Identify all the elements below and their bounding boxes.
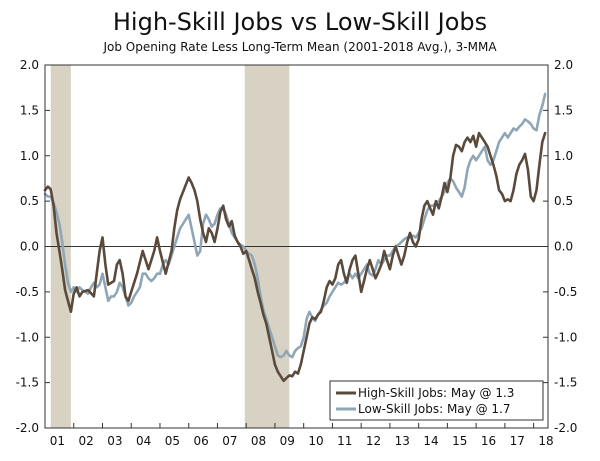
x-tick-label: 11	[337, 434, 352, 448]
legend: High-Skill Jobs: May @ 1.3 Low-Skill Jobs…	[329, 380, 544, 421]
x-tick-label: 01	[50, 434, 65, 448]
x-tick-label: 17	[510, 434, 525, 448]
series-line-low-skill	[43, 92, 547, 359]
y-tick-label-left: 0.0	[20, 240, 39, 254]
y-tick-label-right: 1.5	[554, 103, 573, 117]
x-tick-label: 07	[222, 434, 237, 448]
y-tick-label-left: 1.5	[20, 103, 39, 117]
x-tick-label: 13	[395, 434, 410, 448]
x-tick-label: 14	[423, 434, 438, 448]
x-tick-label: 16	[481, 434, 496, 448]
x-tick-label: 10	[308, 434, 323, 448]
y-tick-label-left: -0.5	[16, 285, 39, 299]
x-tick-label: 18	[538, 434, 553, 448]
x-tick-label: 04	[136, 434, 151, 448]
x-tick-label: 09	[280, 434, 295, 448]
y-tick-label-right: 2.0	[554, 58, 573, 72]
y-tick-label-right: 0.5	[554, 194, 573, 208]
y-tick-label-right: 1.0	[554, 149, 573, 163]
y-tick-label-right: 0.0	[554, 240, 573, 254]
x-tick-label: 05	[165, 434, 180, 448]
x-tick-label: 08	[251, 434, 266, 448]
series-line-high-skill	[43, 131, 547, 383]
chart-title: High-Skill Jobs vs Low-Skill Jobs	[112, 8, 488, 36]
legend-label-1: High-Skill Jobs: May @ 1.3	[358, 386, 514, 400]
y-tick-label-left: 1.0	[20, 149, 39, 163]
y-tick-label-right: -2.0	[554, 421, 577, 435]
legend-label-2: Low-Skill Jobs: May @ 1.7	[358, 402, 510, 416]
y-tick-label-right: -1.0	[554, 330, 577, 344]
y-tick-label-left: -2.0	[16, 421, 39, 435]
x-tick-label: 15	[452, 434, 467, 448]
y-tick-label-left: 0.5	[20, 194, 39, 208]
x-tick-label: 06	[193, 434, 208, 448]
y-tick-label-left: 2.0	[20, 58, 39, 72]
y-tick-label-right: -0.5	[554, 285, 577, 299]
y-tick-label-right: -1.5	[554, 376, 577, 390]
y-tick-label-left: -1.5	[16, 376, 39, 390]
x-tick-label: 02	[78, 434, 93, 448]
chart-subtitle: Job Opening Rate Less Long-Term Mean (20…	[103, 40, 497, 54]
x-tick-label: 12	[366, 434, 381, 448]
x-tick-label: 03	[107, 434, 122, 448]
legend-box	[329, 380, 544, 421]
y-tick-label-left: -1.0	[16, 330, 39, 344]
